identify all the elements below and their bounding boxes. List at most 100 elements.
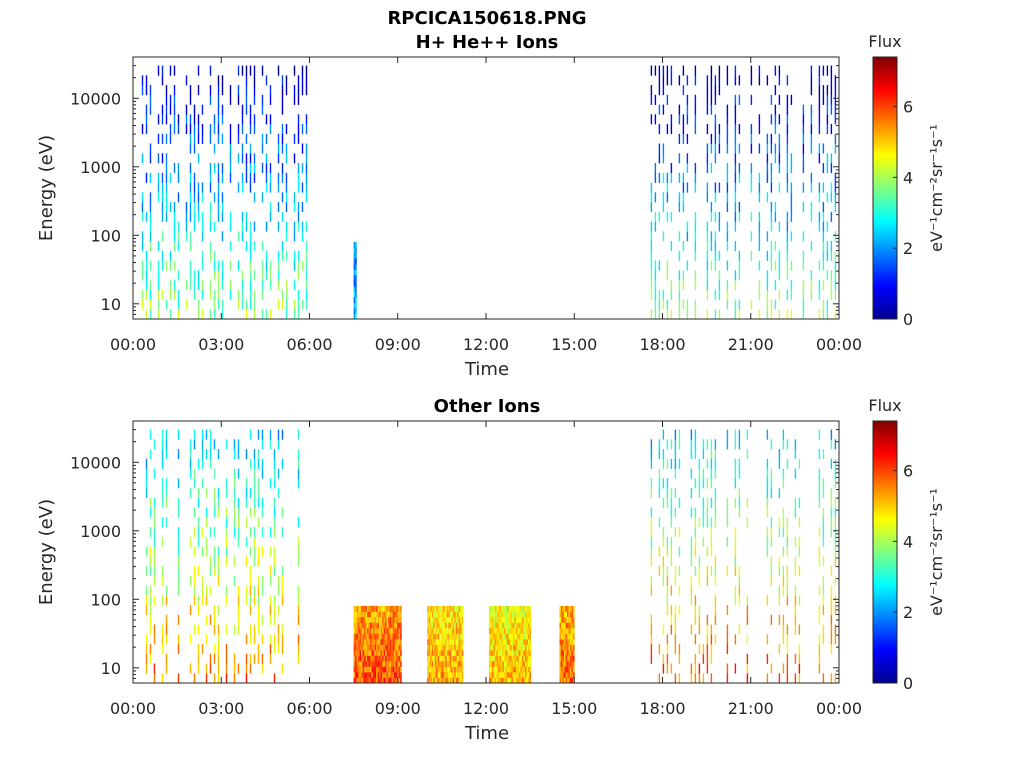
heatmap-cell [690, 449, 693, 460]
heatmap-cell [253, 289, 256, 300]
heatmap-cell [491, 633, 494, 640]
heatmap-cell [225, 644, 228, 655]
heatmap-cell [750, 65, 753, 76]
heatmap-cell [718, 133, 721, 144]
x-tick-label: 12:00 [463, 335, 509, 354]
heatmap-cell [567, 677, 569, 684]
heatmap-cell [221, 192, 224, 203]
heatmap-cell [682, 85, 685, 96]
heatmap-cell [774, 299, 777, 310]
heatmap-cell [830, 250, 833, 261]
heatmap-cell [455, 611, 458, 618]
heatmap-cell [379, 605, 381, 612]
heatmap-cell [229, 172, 232, 183]
heatmap-cell [293, 231, 296, 242]
heatmap-cell [436, 655, 438, 662]
heatmap-cell [281, 624, 284, 635]
heatmap-cell [678, 429, 681, 440]
heatmap-cell [568, 622, 571, 629]
heatmap-cell [361, 605, 363, 612]
heatmap-cell [431, 639, 434, 645]
heatmap-cell [365, 666, 368, 673]
heatmap-cell [189, 182, 192, 193]
heatmap-cell [261, 192, 264, 203]
heatmap-cell [666, 488, 669, 499]
heatmap-cell [518, 650, 521, 656]
heatmap-cell [496, 666, 498, 673]
heatmap-cell [678, 114, 681, 125]
heatmap-cell [526, 677, 528, 684]
heatmap-cell [293, 221, 296, 232]
heatmap-cell [445, 639, 447, 645]
heatmap-cell [499, 672, 501, 678]
heatmap-cell [197, 270, 200, 281]
heatmap-cell [561, 605, 563, 612]
heatmap-cell [502, 644, 504, 651]
heatmap-cell [364, 655, 366, 662]
heatmap-cell [714, 517, 717, 528]
heatmap-cell [758, 192, 761, 203]
heatmap-cell [205, 517, 208, 528]
heatmap-cell [233, 439, 236, 450]
heatmap-cell [710, 231, 713, 242]
heatmap-cell [818, 644, 821, 655]
heatmap-cell [169, 250, 172, 261]
heatmap-cell [662, 624, 665, 635]
heatmap-cell [570, 611, 572, 618]
heatmap-cell [367, 622, 369, 629]
heatmap-cell [365, 622, 368, 629]
heatmap-cell [786, 270, 789, 281]
heatmap-cell [446, 605, 449, 612]
heatmap-cell [145, 289, 148, 300]
heatmap-cell [794, 439, 797, 450]
heatmap-cell [822, 595, 825, 606]
heatmap-cell [738, 429, 741, 440]
heatmap-cell [165, 595, 168, 606]
heatmap-cell [726, 429, 729, 440]
heatmap-cell [490, 661, 492, 667]
heatmap-cell [702, 653, 705, 664]
heatmap-cell [658, 309, 661, 320]
heatmap-cell [690, 556, 693, 567]
heatmap-cell [494, 622, 497, 629]
heatmap-cell [245, 653, 248, 664]
heatmap-cell [355, 633, 357, 640]
heatmap-cell [380, 650, 383, 656]
heatmap-cell [149, 299, 152, 310]
data-segment [353, 605, 402, 684]
heatmap-cell [790, 94, 793, 105]
heatmap-cell [678, 299, 681, 310]
heatmap-cell [189, 260, 192, 271]
heatmap-cell [490, 605, 492, 612]
heatmap-cell [358, 666, 360, 673]
heatmap-cell [738, 270, 741, 281]
heatmap-cell [523, 622, 525, 629]
heatmap-cell [822, 605, 825, 616]
heatmap-cell [229, 289, 232, 300]
heatmap-cell [562, 666, 565, 673]
heatmap-cell [193, 289, 196, 300]
heatmap-cell [503, 633, 506, 640]
heatmap-cell [177, 546, 180, 557]
heatmap-cell [201, 439, 204, 450]
heatmap-cell [694, 653, 697, 664]
heatmap-cell [225, 507, 228, 518]
heatmap-cell [682, 124, 685, 135]
heatmap-cell [253, 192, 256, 203]
heatmap-cell [400, 650, 402, 656]
heatmap-cell [774, 260, 777, 271]
heatmap-cell [395, 627, 398, 634]
heatmap-cell [830, 75, 833, 86]
heatmap-cell [149, 309, 152, 320]
heatmap-cell [508, 677, 510, 684]
heatmap-cell [355, 650, 357, 656]
heatmap-cell [436, 650, 438, 656]
heatmap-cell [561, 677, 563, 684]
heatmap-cell [437, 616, 440, 623]
heatmap-cell [361, 611, 363, 618]
heatmap-cell [277, 585, 280, 596]
heatmap-cell [562, 639, 565, 645]
heatmap-cell [778, 163, 781, 174]
heatmap-cell [449, 605, 452, 612]
heatmap-cell [746, 634, 749, 645]
